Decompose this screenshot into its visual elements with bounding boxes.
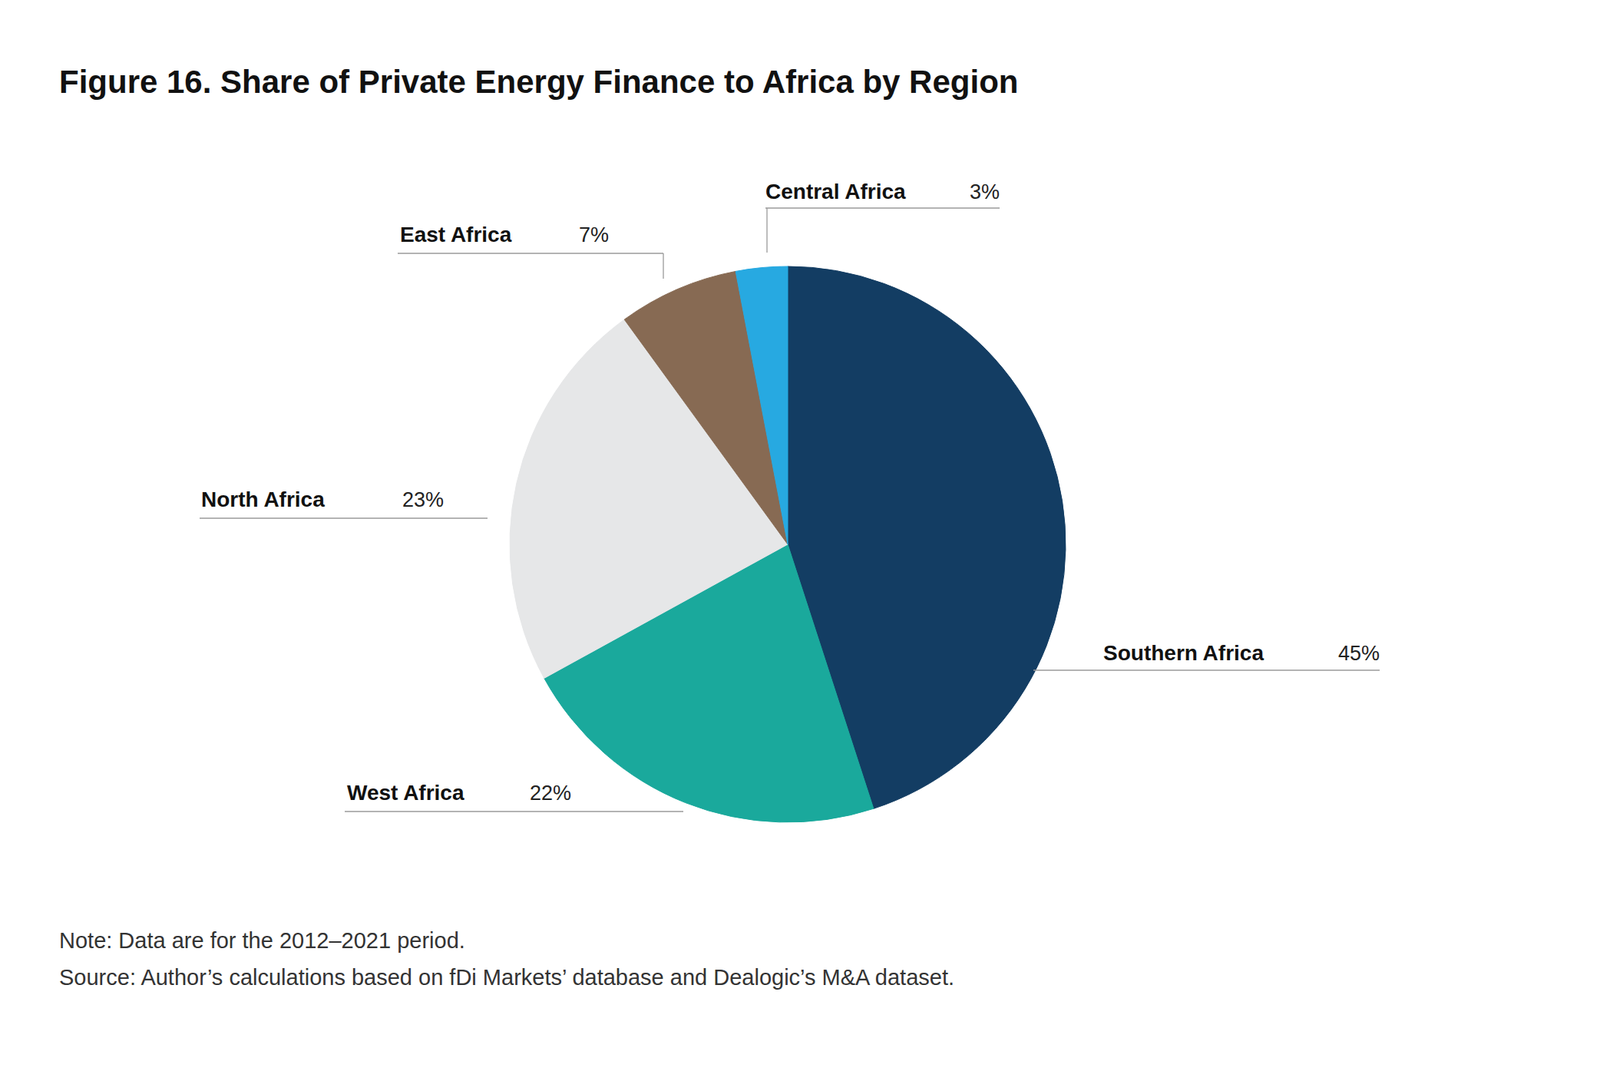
svg-text:3%: 3% — [969, 180, 1000, 204]
svg-text:7%: 7% — [578, 223, 609, 247]
svg-text:23%: 23% — [402, 488, 444, 512]
html-text:Source: Author’s calculations: Source: Author’s calculations based on f… — [59, 965, 955, 990]
html-text:Figure 16. Share of Private En: Figure 16. Share of Private Energy Finan… — [59, 63, 1019, 100]
svg-text:22%: 22% — [529, 781, 572, 805]
svg-text:45%: 45% — [1338, 641, 1380, 665]
html-text:Note: Data are for the 2012–20: Note: Data are for the 2012–2021 period. — [59, 928, 466, 953]
svg-text:North Africa: North Africa — [201, 487, 325, 512]
svg-text:Central Africa: Central Africa — [765, 179, 906, 204]
svg-text:Southern Africa: Southern Africa — [1103, 641, 1264, 665]
svg-text:West Africa: West Africa — [347, 780, 465, 805]
svg-text:East Africa: East Africa — [400, 222, 513, 247]
